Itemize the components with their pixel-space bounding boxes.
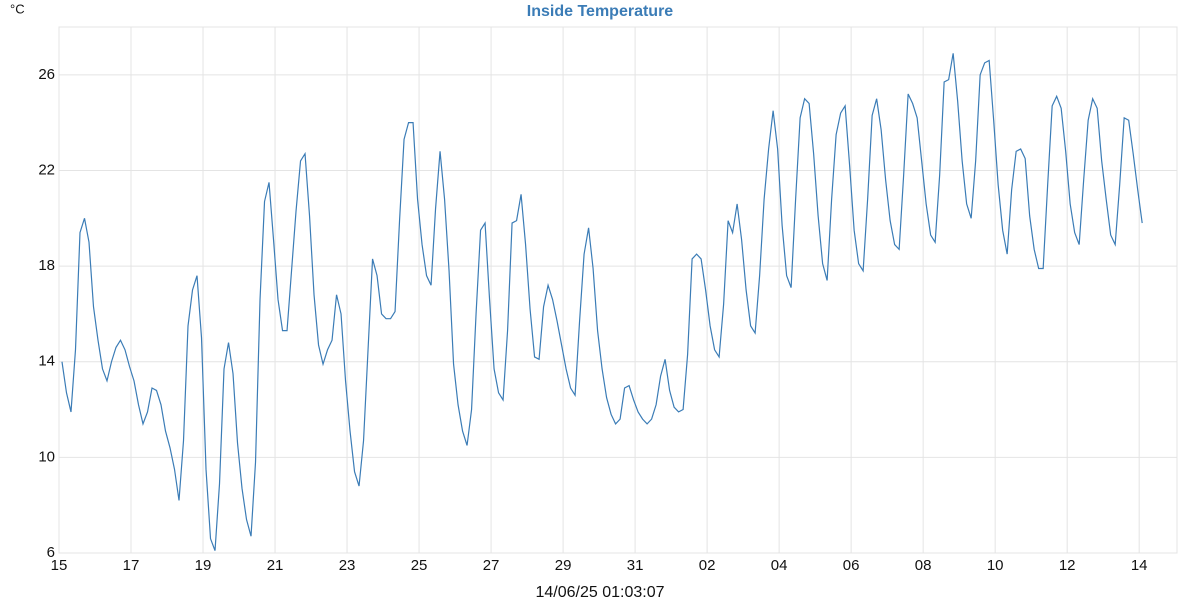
x-tick-label: 15 bbox=[51, 557, 68, 574]
x-tick-label: 06 bbox=[843, 557, 860, 574]
x-axis-label: 14/06/25 01:03:07 bbox=[535, 584, 664, 600]
x-tick-label: 10 bbox=[987, 557, 1004, 574]
y-unit: °C bbox=[10, 1, 25, 16]
y-tick-label: 18 bbox=[38, 257, 55, 274]
x-tick-label: 25 bbox=[411, 557, 428, 574]
x-tick-label: 27 bbox=[483, 557, 500, 574]
x-tick-label: 02 bbox=[699, 557, 716, 574]
y-tick-label: 22 bbox=[38, 161, 55, 178]
y-tick-label: 10 bbox=[38, 448, 55, 465]
line-series bbox=[61, 53, 1143, 551]
x-tick-label: 31 bbox=[627, 557, 644, 574]
x-tick-label: 12 bbox=[1059, 557, 1076, 574]
x-tick-label: 29 bbox=[555, 557, 572, 574]
x-tick-label: 19 bbox=[195, 557, 212, 574]
x-tick-label: 17 bbox=[123, 557, 140, 574]
chart-title: Inside Temperature bbox=[527, 3, 674, 20]
plot-frame bbox=[58, 26, 1178, 554]
x-tick-label: 23 bbox=[339, 557, 356, 574]
x-tick-label: 21 bbox=[267, 557, 284, 574]
y-tick-label: 6 bbox=[47, 544, 55, 561]
x-tick-label: 08 bbox=[915, 557, 932, 574]
x-tick-label: 14 bbox=[1131, 557, 1148, 574]
y-tick-label: 26 bbox=[38, 66, 55, 83]
x-tick-label: 04 bbox=[771, 557, 788, 574]
y-tick-label: 14 bbox=[38, 353, 55, 370]
